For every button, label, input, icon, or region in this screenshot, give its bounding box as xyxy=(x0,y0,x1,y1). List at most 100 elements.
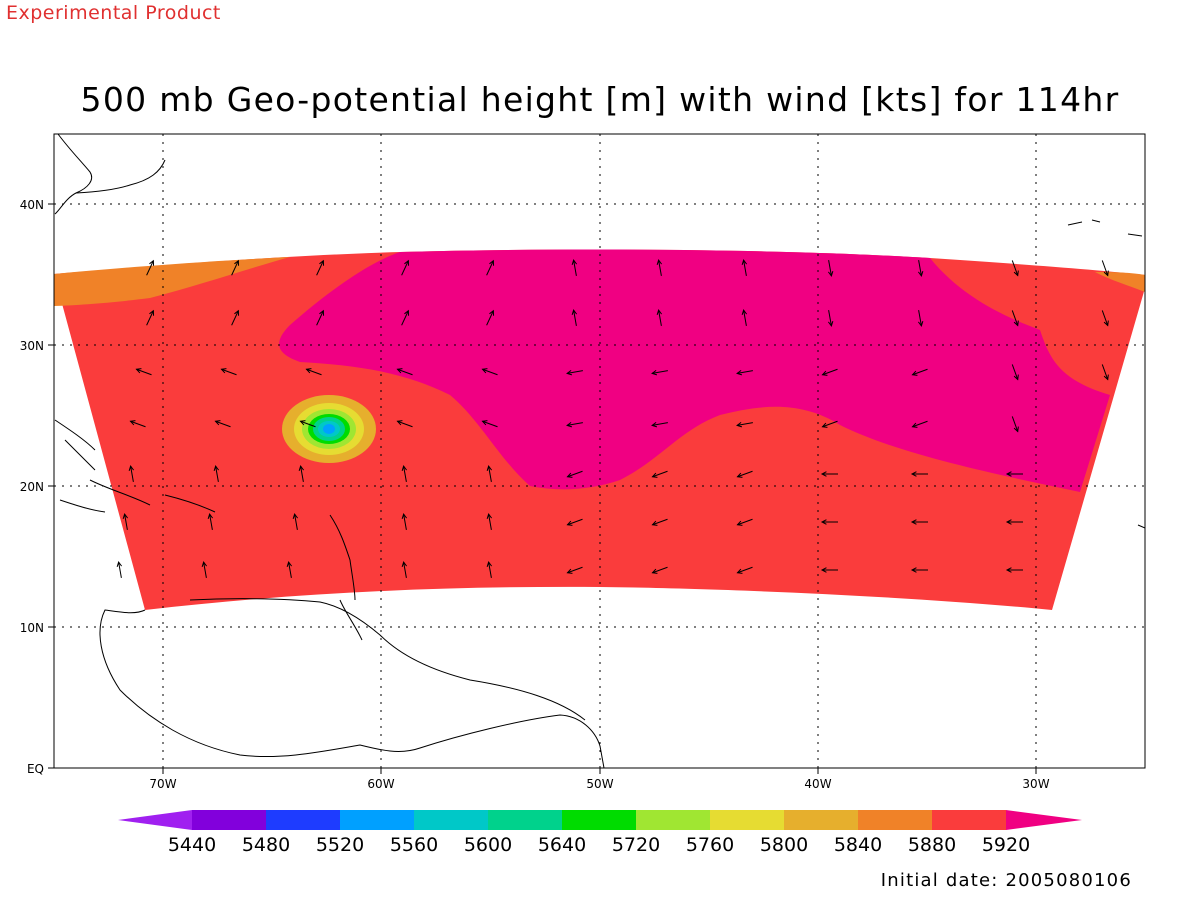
colorbar-box xyxy=(932,810,1006,830)
colorbar-label-5600: 5600 xyxy=(464,834,512,856)
lon-label-70w: 70W xyxy=(149,777,176,791)
colorbar-label-5760: 5760 xyxy=(686,834,734,856)
colorbar-label-5880: 5880 xyxy=(908,834,956,856)
wind-arrow xyxy=(656,309,663,326)
colorbar-box xyxy=(488,810,562,830)
wind-arrow xyxy=(1011,310,1019,327)
wind-arrow xyxy=(1101,310,1109,327)
field-band-5880-ne xyxy=(1095,272,1145,292)
colorbar-box xyxy=(340,810,414,830)
wind-arrow xyxy=(917,310,924,327)
lat-label-eq: EQ xyxy=(27,762,44,776)
wind-arrow xyxy=(401,561,408,578)
wind-arrow xyxy=(917,260,924,277)
experimental-product-label: Experimental Product xyxy=(6,2,221,24)
wind-arrow xyxy=(1005,567,1023,573)
wind-arrow xyxy=(571,309,578,326)
wind-arrow xyxy=(566,518,583,526)
wind-arrow xyxy=(396,368,413,376)
colorbar-box xyxy=(192,810,266,830)
colorbar-label-5520: 5520 xyxy=(316,834,364,856)
wind-arrow xyxy=(298,465,305,482)
wind-arrow xyxy=(741,259,748,276)
wind-arrow xyxy=(820,471,838,477)
wind-arrow xyxy=(129,420,146,428)
wind-arrow xyxy=(910,471,928,477)
lon-label-40w: 40W xyxy=(804,777,831,791)
colorbar-box xyxy=(562,810,636,830)
wind-arrow xyxy=(651,518,668,526)
colorbar-box xyxy=(858,810,932,830)
wind-arrow xyxy=(146,259,155,276)
wind-arrow xyxy=(827,260,834,277)
wind-arrow xyxy=(651,421,668,428)
lat-label-40n: 40N xyxy=(20,198,44,212)
colorbar-max-arrow xyxy=(1006,810,1082,830)
wind-arrow xyxy=(135,368,152,376)
latitude-labels: EQ 10N 20N 30N 40N xyxy=(20,198,44,776)
wind-arrow xyxy=(213,465,220,482)
wind-arrow xyxy=(820,519,838,525)
wind-arrow xyxy=(911,420,928,428)
colorbar-label-5480: 5480 xyxy=(242,834,290,856)
colorbar-label-5920: 5920 xyxy=(982,834,1030,856)
wind-arrow xyxy=(486,309,495,326)
colorbar xyxy=(118,810,1082,830)
colorbar-min-arrow xyxy=(118,810,192,830)
wind-arrow xyxy=(656,259,663,276)
wind-arrow xyxy=(486,513,493,530)
wind-arrow xyxy=(910,519,928,525)
wind-arrow xyxy=(481,420,498,428)
wind-arrow xyxy=(396,420,413,428)
wind-arrow xyxy=(651,369,668,376)
colorbar-box xyxy=(414,810,488,830)
wind-arrow xyxy=(316,309,325,326)
wind-arrow xyxy=(827,310,834,327)
lon-label-60w: 60W xyxy=(367,777,394,791)
lat-label-10n: 10N xyxy=(20,621,44,635)
wind-arrow xyxy=(231,309,240,326)
colorbar-label-5720: 5720 xyxy=(612,834,660,856)
wind-arrow xyxy=(401,259,410,276)
wind-arrow xyxy=(1101,364,1109,381)
field-band-above-5920 xyxy=(279,249,1111,492)
wind-arrow xyxy=(207,513,214,530)
wind-arrow xyxy=(401,513,408,530)
wind-arrow xyxy=(116,561,123,578)
low-pressure-center xyxy=(282,395,376,463)
coastlines xyxy=(54,133,1146,769)
field-band-5880-nw xyxy=(54,257,290,306)
wind-arrow xyxy=(401,465,408,482)
colorbar-label-5840: 5840 xyxy=(834,834,882,856)
wind-arrow xyxy=(736,369,753,376)
wind-arrow xyxy=(486,465,493,482)
wind-arrow xyxy=(566,470,583,478)
wind-arrow xyxy=(128,465,135,482)
wind-arrow xyxy=(566,421,583,428)
wind-arrow xyxy=(736,421,753,428)
wind-arrow xyxy=(736,518,753,526)
colorbar-label-5800: 5800 xyxy=(760,834,808,856)
wind-arrow xyxy=(741,309,748,326)
wind-arrow xyxy=(486,259,495,276)
wind-arrow xyxy=(316,259,325,276)
lat-label-30n: 30N xyxy=(20,339,44,353)
wind-arrow xyxy=(305,368,322,376)
wind-vectors xyxy=(116,259,1109,578)
colorbar-labels: 5440 5480 5520 5560 5600 5640 5720 5760 … xyxy=(168,834,1030,856)
wind-arrow xyxy=(911,368,928,376)
wind-arrow xyxy=(566,566,583,574)
wind-arrow xyxy=(1005,519,1023,525)
colorbar-box xyxy=(266,810,340,830)
colorbar-label-5640: 5640 xyxy=(538,834,586,856)
initial-date-label: Initial date: 2005080106 xyxy=(880,870,1132,891)
wind-arrow xyxy=(1101,260,1109,277)
colorbar-label-5440: 5440 xyxy=(168,834,216,856)
wind-arrow xyxy=(220,368,237,376)
longitude-labels: 70W 60W 50W 40W 30W xyxy=(149,777,1049,791)
wind-arrow xyxy=(736,470,753,478)
wind-arrow xyxy=(292,513,299,530)
wind-arrow xyxy=(481,368,498,376)
wind-arrow xyxy=(299,420,316,428)
